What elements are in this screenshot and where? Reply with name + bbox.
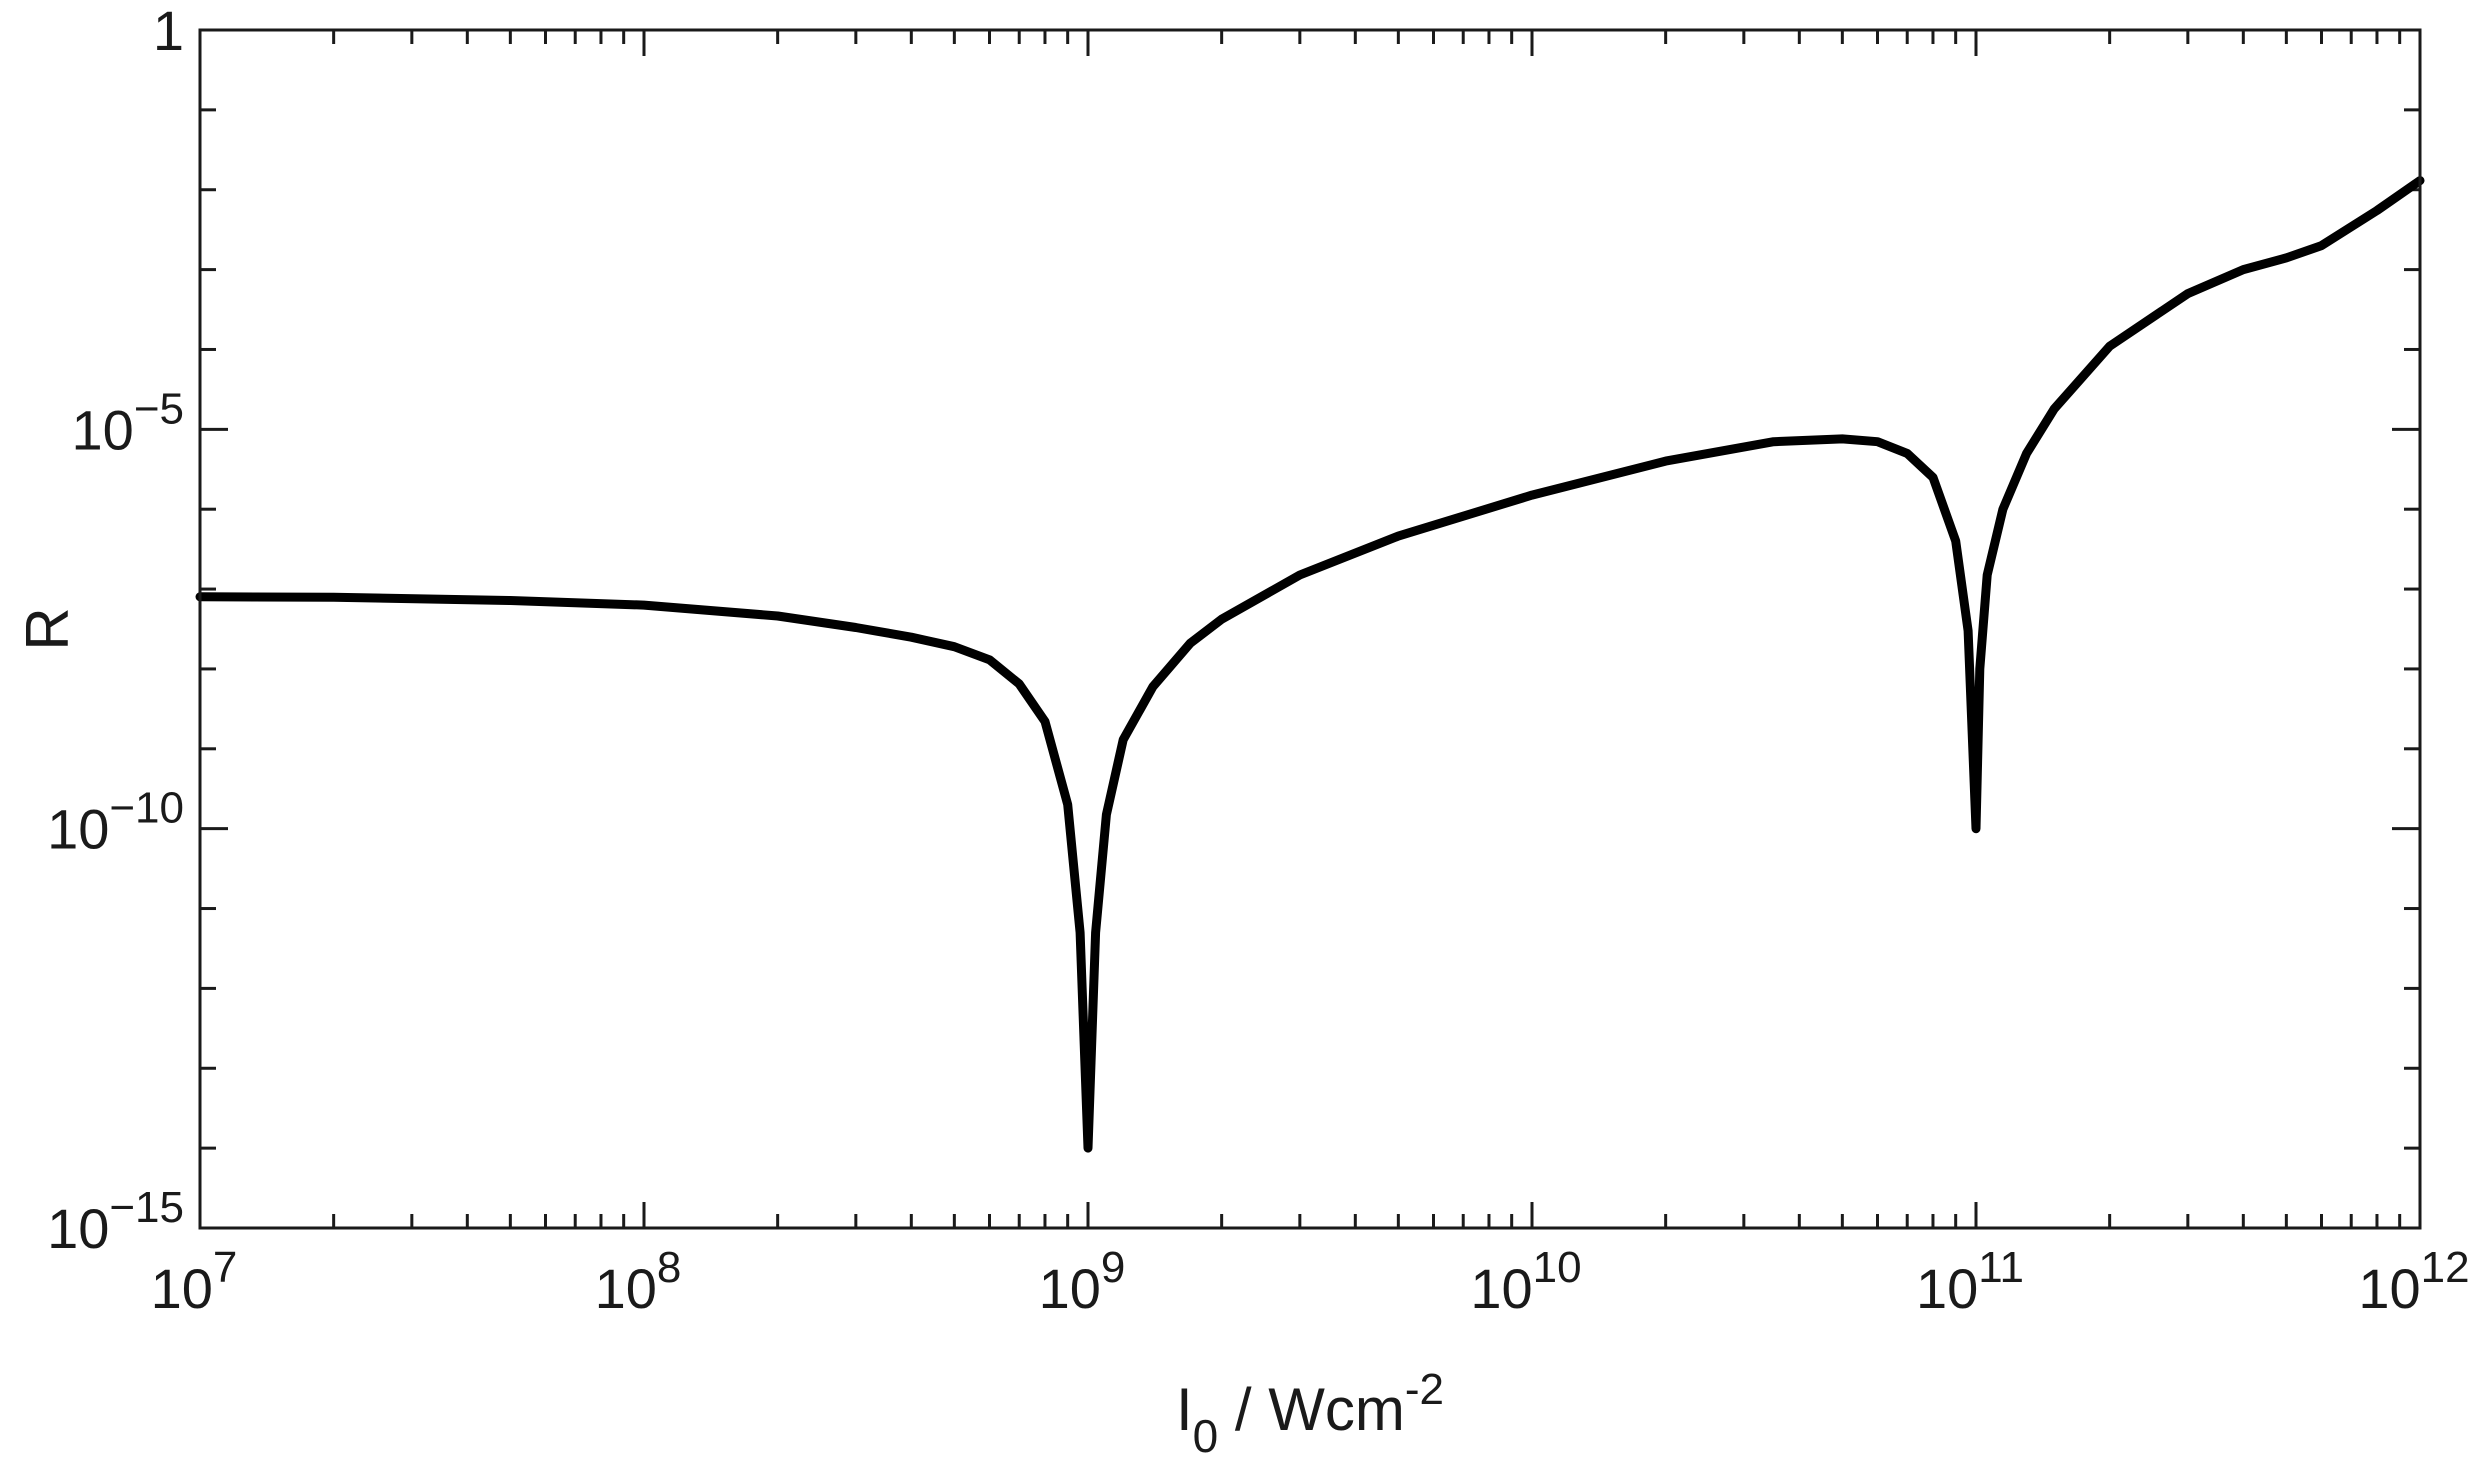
y-tick-label-base: 10 (72, 398, 134, 461)
y-tick-label: 10−10 (47, 784, 184, 861)
x-tick-label-base: 10 (2358, 1257, 2420, 1320)
x-tick-label-base: 10 (1470, 1257, 1532, 1320)
y-tick-label-base: 1 (153, 0, 184, 62)
x-tick-label-exponent: 9 (1101, 1243, 1125, 1292)
x-axis-label: I0 / Wcm-2 (1176, 1365, 1444, 1462)
x-tick-label: 107 (151, 1243, 238, 1320)
x-tick-label: 108 (595, 1243, 682, 1320)
y-tick-label-exponent: −10 (109, 784, 184, 833)
x-tick-label-exponent: 10 (1533, 1243, 1582, 1292)
x-tick-label: 1010 (1470, 1243, 1581, 1320)
y-tick-label-base: 10 (47, 798, 109, 861)
x-tick-label-base: 10 (595, 1257, 657, 1320)
series-line (195, 176, 2425, 1153)
y-axis-label: R (14, 607, 81, 650)
x-axis-label-base: I (1176, 1376, 1193, 1443)
x-tick-label-base: 10 (151, 1257, 213, 1320)
y-tick-label-exponent: −15 (109, 1183, 184, 1232)
x-axis-label-subscript: 0 (1193, 1410, 1219, 1462)
y-tick-label: 10−5 (72, 384, 184, 461)
y-tick-label: 1 (153, 0, 184, 62)
plot-frame (198, 28, 2422, 1230)
axis-ticks (198, 28, 2422, 1230)
x-tick-label-exponent: 7 (213, 1243, 237, 1292)
x-tick-label-exponent: 11 (1978, 1243, 2024, 1292)
x-tick-label: 1011 (1916, 1243, 2024, 1320)
x-tick-label: 1012 (2358, 1243, 2469, 1320)
x-axis-label-superscript: -2 (1405, 1365, 1444, 1414)
y-tick-label: 10−15 (47, 1183, 184, 1260)
x-tick-label: 109 (1039, 1243, 1126, 1320)
y-tick-label-exponent: −5 (134, 384, 184, 433)
x-tick-label-exponent: 12 (2421, 1243, 2470, 1292)
x-axis-label-rest: / Wcm (1218, 1376, 1405, 1443)
y-tick-label-base: 10 (47, 1197, 109, 1260)
x-tick-label-exponent: 8 (657, 1243, 681, 1292)
x-tick-label-base: 10 (1916, 1257, 1978, 1320)
x-tick-label-base: 10 (1039, 1257, 1101, 1320)
